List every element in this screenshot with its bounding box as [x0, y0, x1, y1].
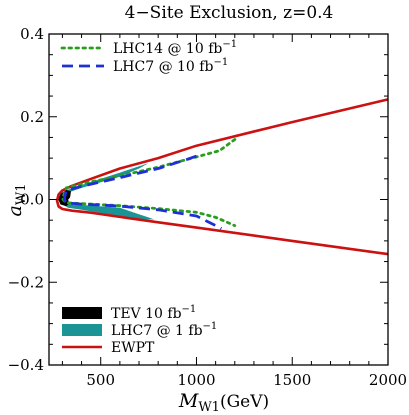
series-line-lhc14	[61, 138, 237, 228]
legend-label-ewpt: EWPT	[111, 340, 155, 356]
ticks-layer: 500 1000 1500 2000 −0.4 −0.2 0.0 0.2 0.4	[8, 25, 408, 389]
y-tick-label: −0.4	[8, 356, 44, 374]
x-tick-label: 2000	[369, 371, 407, 389]
legend-swatch-lhc7_1	[62, 324, 102, 336]
y-axis-label-sub: W1	[14, 184, 29, 206]
x-tick-label: 500	[86, 371, 115, 389]
y-tick-label: −0.2	[8, 273, 44, 291]
x-axis-label-sub: W1	[198, 400, 220, 415]
region-lhc7_1	[59, 163, 155, 220]
x-tick-label: 1500	[273, 371, 311, 389]
x-tick-label: 1000	[177, 371, 215, 389]
legend-label-tev: TEV 10 fb−1	[111, 304, 196, 322]
y-tick-label: 0.4	[20, 25, 44, 43]
legend-label-lhc7_1: LHC7 @ 1 fb−1	[111, 321, 217, 339]
x-axis-label-main: M	[178, 390, 199, 412]
series-line-lhc7_10	[62, 154, 223, 230]
legend-swatch-tev	[62, 307, 102, 319]
x-axis-label: MW1(GeV)	[178, 390, 269, 415]
x-axis-label-unit: (GeV)	[220, 392, 269, 412]
y-tick-label: 0.2	[20, 108, 44, 126]
series-layer	[55, 98, 389, 256]
chart-title: 4−Site Exclusion, z=0.4	[125, 3, 334, 23]
series-line-ewpt	[55, 98, 389, 256]
legend-label-lhc14: LHC14 @ 10 fb−1	[113, 39, 237, 57]
legend-label-lhc7_10: LHC7 @ 10 fb−1	[113, 57, 228, 75]
y-axis-label-main: a	[4, 205, 26, 216]
y-tick-label: 0.0	[20, 191, 44, 209]
y-axis-label: aW1	[4, 184, 29, 217]
